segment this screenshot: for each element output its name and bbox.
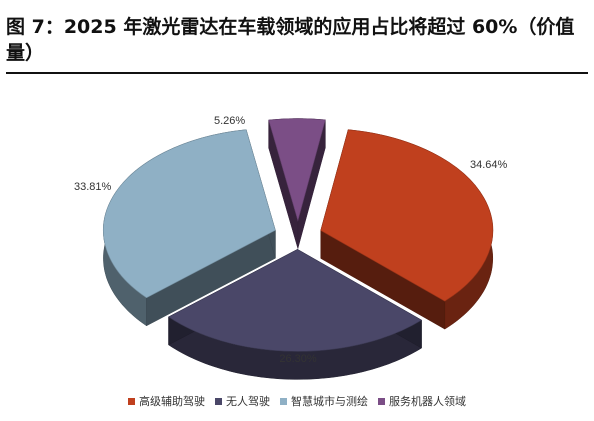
- legend-swatch: [378, 397, 385, 405]
- pie-slice-1: [320, 129, 494, 302]
- pie-slice-2: [168, 249, 423, 352]
- legend-swatch: [128, 397, 135, 405]
- title-underline: [6, 72, 588, 74]
- legend-item: 无人驾驶: [215, 393, 270, 409]
- legend-item: 服务机器人领域: [378, 393, 466, 409]
- chart-title: 图 7：2025 年激光雷达在车载领域的应用占比将超过 60%（价值量）: [6, 16, 575, 64]
- chart-legend: 高级辅助驾驶 无人驾驶 智慧城市与测绘 服务机器人领域: [0, 393, 594, 409]
- slice-label: 34.64%: [470, 159, 508, 171]
- pie-chart: 34.64% 26.30% 33.81% 5.26%: [74, 115, 508, 380]
- legend-label: 高级辅助驾驶: [139, 396, 205, 408]
- slice-label: 33.81%: [74, 181, 112, 193]
- legend-item: 智慧城市与测绘: [280, 393, 368, 409]
- legend-label: 智慧城市与测绘: [291, 396, 368, 408]
- legend-swatch: [280, 397, 287, 405]
- legend-label: 无人驾驶: [226, 396, 270, 408]
- pie-slice-3: [103, 129, 276, 299]
- pie-slice-4: [268, 118, 326, 222]
- legend-label: 服务机器人领域: [389, 396, 466, 408]
- slice-label: 26.30%: [279, 353, 317, 365]
- legend-item: 高级辅助驾驶: [128, 393, 205, 409]
- slice-label: 5.26%: [214, 115, 245, 127]
- legend-swatch: [215, 397, 222, 405]
